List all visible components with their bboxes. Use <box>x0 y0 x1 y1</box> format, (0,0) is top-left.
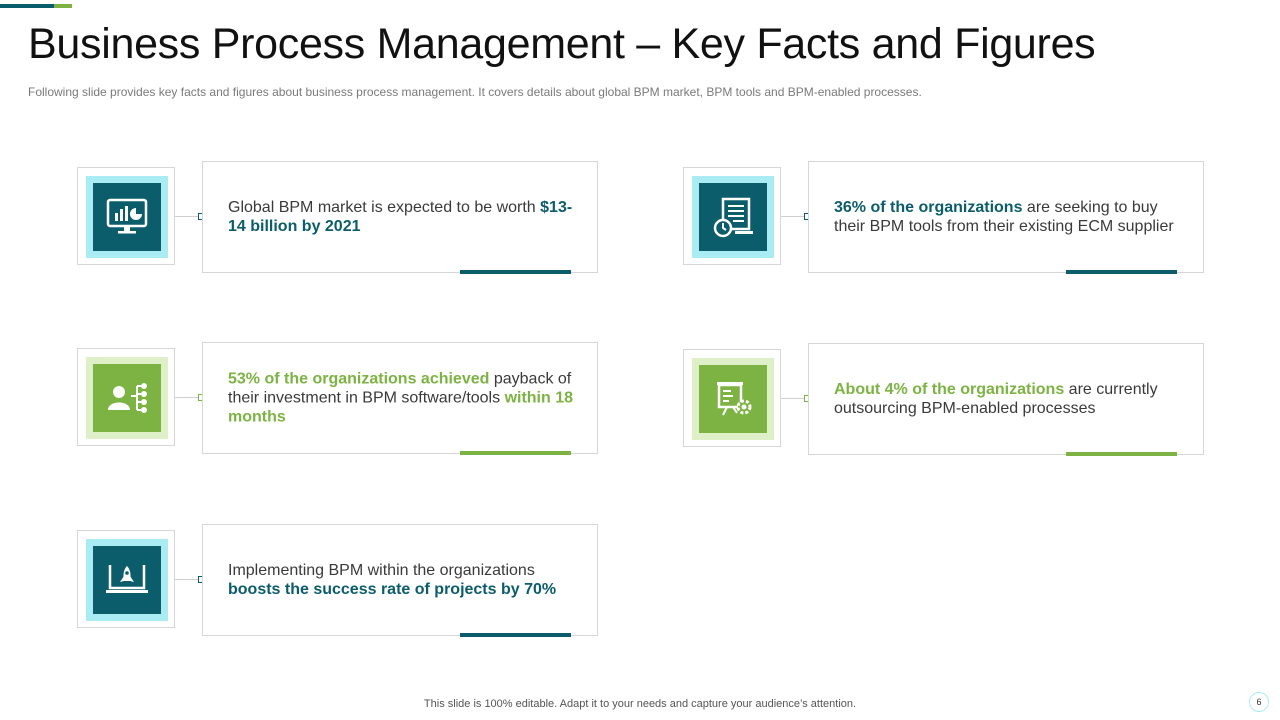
fact-highlight: 36% of the organizations <box>834 199 1023 216</box>
connector-line <box>781 216 804 217</box>
accent-underline <box>1066 270 1177 274</box>
fact-highlight: boosts the success rate of projects by 7… <box>228 581 557 598</box>
fact-text-box: About 4% of the organizations are curren… <box>808 343 1204 456</box>
footer-note: This slide is 100% editable. Adapt it to… <box>423 698 857 710</box>
fact-text-part: are currently outsourcing BPM-enabled pr… <box>834 381 1158 417</box>
monitor-chart-icon <box>93 183 161 251</box>
laptop-rocket-icon <box>93 546 161 614</box>
icon-frame <box>683 349 781 447</box>
fact-text-box: Implementing BPM within the organization… <box>202 524 598 637</box>
top-accent-bar-green <box>54 4 72 8</box>
icon-background <box>86 176 168 258</box>
fact-text: Implementing BPM within the organization… <box>228 561 573 599</box>
fact-text-part: Global BPM market is expected to be wort… <box>228 199 541 216</box>
connector-line <box>781 398 804 399</box>
icon-frame <box>77 530 175 628</box>
fact-card-payback: 53% of the organizations achieved paybac… <box>77 342 602 455</box>
accent-underline <box>460 451 571 455</box>
fact-text: Global BPM market is expected to be wort… <box>228 198 573 236</box>
icon-frame <box>683 167 781 265</box>
fact-text-part: payback of their investment in BPM softw… <box>228 370 572 407</box>
icon-background <box>692 358 774 440</box>
icon-background <box>86 539 168 621</box>
fact-card-success-rate: Implementing BPM within the organization… <box>77 524 602 637</box>
fact-text: 53% of the organizations achieved paybac… <box>228 370 573 427</box>
accent-underline <box>460 633 571 637</box>
connector-line <box>175 579 198 580</box>
top-accent-bar <box>0 4 54 8</box>
presentation-gear-icon <box>699 365 767 433</box>
fact-highlight: 53% of the organizations achieved <box>228 370 490 388</box>
icon-background <box>86 357 168 439</box>
user-network-icon <box>93 364 161 432</box>
icon-background <box>692 176 774 258</box>
fact-text-part: are seeking to buy their BPM tools from … <box>834 199 1174 235</box>
connector-line <box>175 397 198 398</box>
fact-highlight: About 4% of the organizations <box>834 381 1065 398</box>
fact-text: 36% of the organizations are seeking to … <box>834 198 1179 236</box>
icon-frame <box>77 348 175 446</box>
accent-underline <box>460 270 571 274</box>
connector-line <box>175 216 198 217</box>
fact-text-box: Global BPM market is expected to be wort… <box>202 161 598 274</box>
document-clock-icon <box>699 183 767 251</box>
fact-card-market: Global BPM market is expected to be wort… <box>77 161 602 274</box>
fact-card-outsourcing: About 4% of the organizations are curren… <box>683 343 1208 456</box>
slide-title: Business Process Management – Key Facts … <box>28 20 1096 68</box>
fact-text-box: 53% of the organizations achieved paybac… <box>202 342 598 455</box>
icon-frame <box>77 167 175 265</box>
fact-highlight: within 18 months <box>228 389 574 426</box>
fact-text-box: 36% of the organizations are seeking to … <box>808 161 1204 274</box>
fact-highlight: $13-14 billion by 2021 <box>228 199 573 235</box>
fact-text: About 4% of the organizations are curren… <box>834 380 1179 418</box>
slide-subtitle: Following slide provides key facts and f… <box>28 85 922 99</box>
fact-card-ecm: 36% of the organizations are seeking to … <box>683 161 1208 274</box>
accent-underline <box>1066 452 1177 456</box>
fact-text-part: Implementing BPM within the organization… <box>228 562 535 579</box>
page-number: 6 <box>1249 692 1269 712</box>
